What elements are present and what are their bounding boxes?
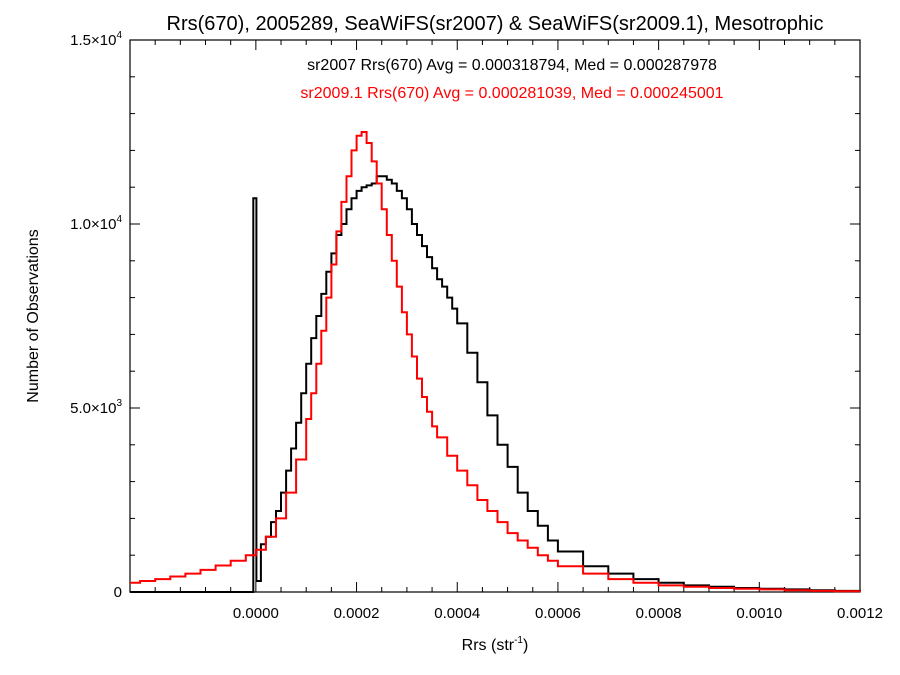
- y-tick-label: 1.0×104: [70, 214, 122, 233]
- x-tick-label: 0.0000: [233, 605, 279, 622]
- y-tick-label-base: 5.0×10: [70, 400, 116, 417]
- x-tick-labels: 0.0000 0.0002 0.0004 0.0006 0.0008 0.0010 0.00…: [233, 605, 883, 622]
- y-tick-label: 5.0×103: [70, 398, 122, 417]
- y-tick-label-exponent: 4: [116, 30, 122, 41]
- x-tick-label: 0.0006: [535, 605, 581, 622]
- tick-marks: [130, 39, 861, 593]
- y-tick-label-exponent: 4: [116, 214, 122, 225]
- series-sr2007-line: [130, 175, 861, 593]
- y-axis-label: Number of Observations: [25, 229, 42, 402]
- x-axis-label-end: ): [523, 637, 528, 654]
- y-tick-label-base: 1.0×10: [70, 216, 116, 233]
- x-tick-label: 0.0010: [736, 605, 782, 622]
- x-tick-label: 0.0004: [434, 605, 480, 622]
- x-axis-label-sup: -1: [514, 635, 523, 646]
- y-tick-label: 1.5×104: [70, 30, 122, 49]
- annotation-sr2007-stats: sr2007 Rrs(670) Avg = 0.000318794, Med =…: [307, 57, 717, 74]
- x-axis-label: Rrs (str-1): [462, 635, 529, 654]
- x-axis-label-base: Rrs (str: [462, 637, 515, 654]
- x-tick-label: 0.0008: [636, 605, 682, 622]
- chart-title: Rrs(670), 2005289, SeaWiFS(sr2007) & Sea…: [167, 13, 824, 35]
- x-tick-label: 0.0012: [837, 605, 883, 622]
- x-tick-label: 0.0002: [334, 605, 380, 622]
- y-tick-label-exponent: 3: [116, 398, 122, 409]
- y-tick-label: 0: [114, 584, 122, 601]
- y-tick-label-base: 0: [114, 584, 122, 601]
- series-sr2009-line: [130, 131, 861, 593]
- annotation-sr2009-stats: sr2009.1 Rrs(670) Avg = 0.000281039, Med…: [300, 85, 723, 102]
- y-tick-label-base: 1.5×10: [70, 32, 116, 49]
- plot-frame: [129, 39, 861, 593]
